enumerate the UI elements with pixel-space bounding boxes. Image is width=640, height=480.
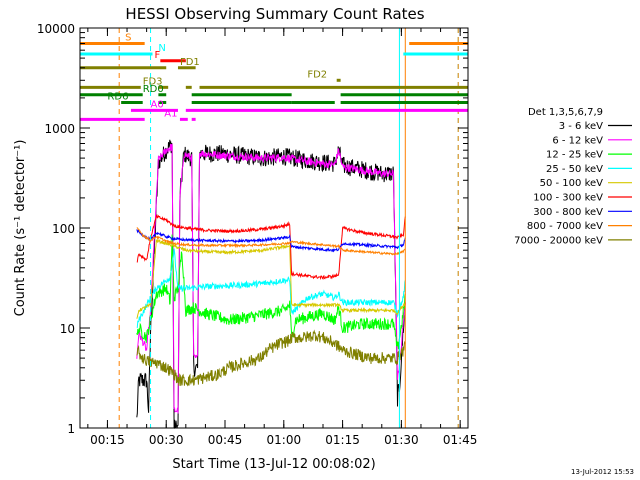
series-12-25-kev xyxy=(136,234,406,350)
series-300-800-kev xyxy=(136,229,406,253)
flag-label-n: N xyxy=(158,43,165,54)
flag-label-a1: A1 xyxy=(164,108,177,119)
legend-label: 50 - 100 keV xyxy=(540,178,604,189)
legend-label: 3 - 6 keV xyxy=(559,121,603,132)
flag-label-fd3: FD3 xyxy=(143,76,163,87)
series-7000-20000-kev xyxy=(136,329,406,387)
series-800-7000-kev xyxy=(136,227,406,256)
series-layer xyxy=(136,139,406,429)
x-tick-label: 01:15 xyxy=(325,433,360,447)
x-tick-label: 00:30 xyxy=(149,433,184,447)
axes-layer: 1 10 100 1000 10000 00:15 00:30 00:45 01:00 01:15… xyxy=(37,22,478,447)
flag-label-a0: A0 xyxy=(151,99,164,110)
legend-header: Det 1,3,5,6,7,9 xyxy=(528,107,603,118)
legend-label: 100 - 300 keV xyxy=(533,193,603,204)
legend-label: 7000 - 20000 keV xyxy=(514,235,603,246)
legend-label: 6 - 12 keV xyxy=(552,135,603,146)
x-axis-label: Start Time (13-Jul-12 00:08:02) xyxy=(172,457,375,472)
x-tick-label: 00:45 xyxy=(208,433,243,447)
y-tick-label: 1000 xyxy=(44,122,75,136)
series-6-12-kev xyxy=(136,143,406,414)
flag-label-f: F xyxy=(154,50,160,61)
series-50-100-kev xyxy=(136,237,406,319)
timestamp: 13-Jul-2012 15:53 xyxy=(571,468,634,476)
flag-label-fd1: FD1 xyxy=(180,57,200,68)
x-tick-label: 01:00 xyxy=(267,433,302,447)
y-axis-label: Count Rate (s⁻¹ detector⁻¹) xyxy=(13,140,28,317)
y-tick-label: 100 xyxy=(52,222,75,236)
y-tick-label: 10000 xyxy=(37,22,75,36)
flag-label-fd2: FD2 xyxy=(307,69,327,80)
legend-label: 800 - 7000 keV xyxy=(527,221,603,232)
y-tick-label: 1 xyxy=(67,422,75,436)
legend: Det 1,3,5,6,7,9 3 - 6 keV 6 - 12 keV 12 - … xyxy=(514,107,632,246)
flag-label-s: S xyxy=(125,32,131,43)
x-tick-label: 01:45 xyxy=(443,433,478,447)
y-tick-label: 10 xyxy=(60,322,75,336)
x-tick-label: 00:15 xyxy=(90,433,125,447)
legend-label: 25 - 50 keV xyxy=(546,164,603,175)
chart-title: HESSI Observing Summary Count Rates xyxy=(125,5,424,23)
legend-label: 12 - 25 keV xyxy=(546,150,603,161)
legend-label: 300 - 800 keV xyxy=(533,207,603,218)
series-25-50-kev xyxy=(136,248,406,329)
x-tick-label: 01:30 xyxy=(384,433,419,447)
flag-label-rd0: RD0 xyxy=(143,84,164,95)
flag-label-rd6: RD6 xyxy=(107,91,128,102)
series-100-300-kev xyxy=(136,213,406,281)
